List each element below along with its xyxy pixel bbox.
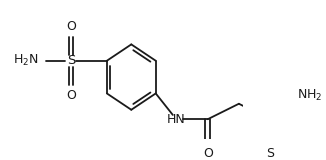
Text: $\mathregular{NH_2}$: $\mathregular{NH_2}$ [297,88,322,103]
Text: O: O [203,147,213,160]
Text: O: O [66,89,76,102]
Text: S: S [67,54,75,67]
Text: HN: HN [167,113,186,126]
Text: O: O [66,20,76,33]
Text: S: S [266,147,274,160]
Text: $\mathregular{H_2N}$: $\mathregular{H_2N}$ [13,53,38,68]
